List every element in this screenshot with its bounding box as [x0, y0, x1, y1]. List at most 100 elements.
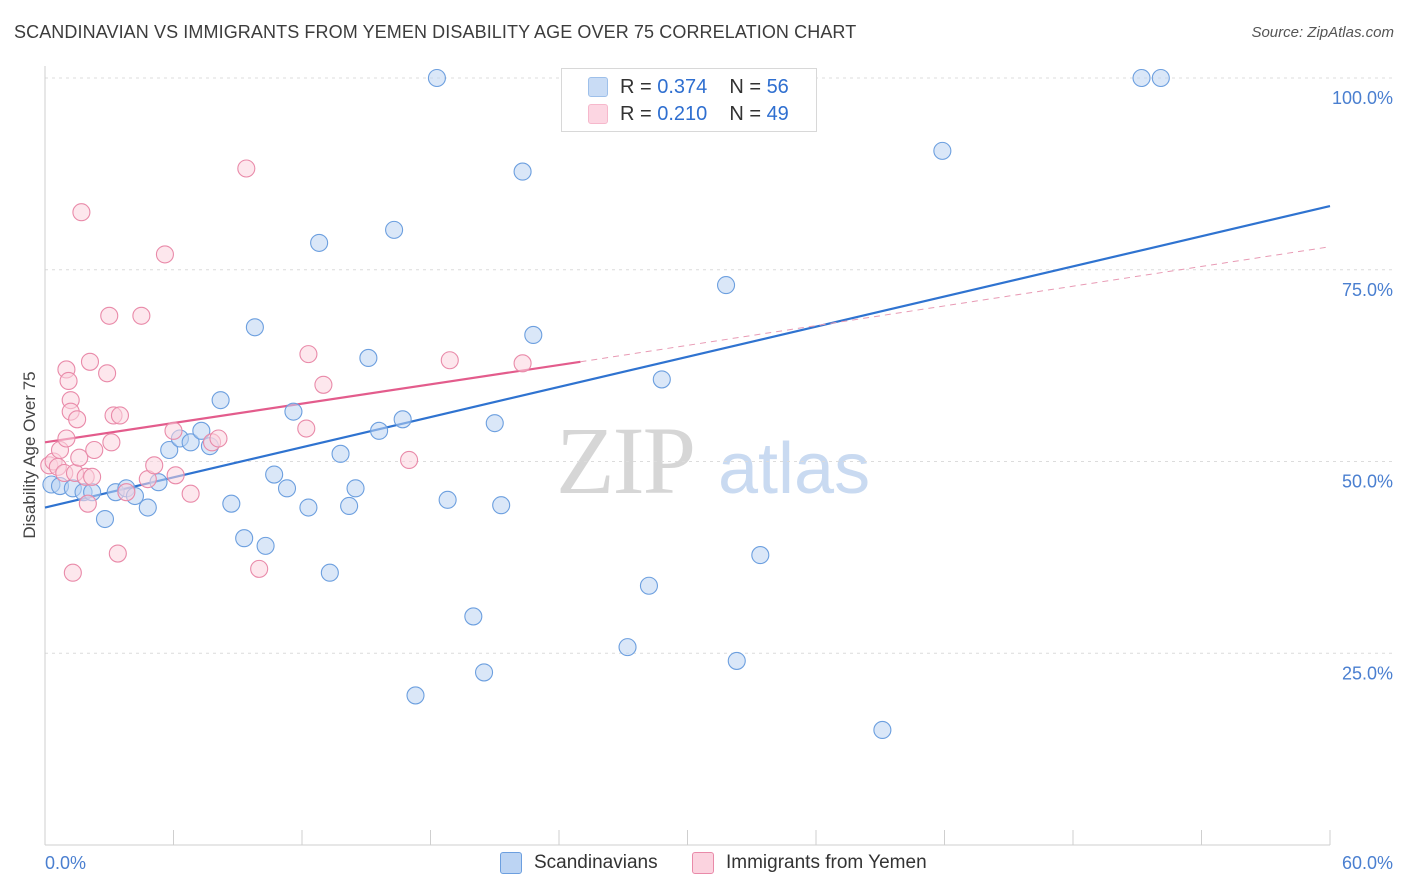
source-credit: Source: ZipAtlas.com	[1251, 24, 1394, 41]
yemen-point	[72, 203, 91, 222]
scandinavian-point	[485, 414, 504, 433]
scandinavian-point	[393, 410, 412, 429]
yemen-point	[100, 306, 119, 325]
scandinavian-point	[427, 68, 446, 88]
scandinavian-point	[727, 651, 746, 670]
scandinavian-point	[513, 162, 532, 181]
legend-swatch	[692, 852, 714, 874]
legend-item-yemen[interactable]: Immigrants from Yemen	[692, 852, 927, 874]
yemen-point	[299, 345, 318, 364]
legend-row-scandinavians: R = 0.374 N = 56	[620, 74, 789, 100]
yemen-trend-line	[44, 360, 581, 444]
scandinavian-point	[618, 638, 637, 657]
yemen-point	[117, 483, 136, 502]
yemen-point	[59, 371, 78, 391]
scandinavian-point	[235, 529, 254, 548]
data-points	[40, 68, 1170, 740]
legend-swatch-scandinavians	[588, 77, 608, 97]
r-value: 0.374	[657, 75, 708, 98]
yemen-point	[314, 375, 333, 394]
yemen-point	[145, 456, 164, 475]
yemen-point	[83, 467, 102, 486]
trend-lines	[44, 205, 1331, 509]
yemen-point	[68, 410, 87, 429]
scandinavian-point	[1132, 68, 1151, 88]
scandinavian-point	[265, 465, 284, 484]
legend-swatch	[500, 852, 522, 874]
yemen-point	[440, 351, 459, 370]
watermark-zip: ZIP	[556, 407, 696, 514]
yemen-point	[63, 563, 82, 582]
scandinavian-point	[370, 421, 389, 440]
yemen-point	[85, 440, 104, 460]
yemen-point	[132, 306, 151, 325]
scandinavian-point	[492, 496, 511, 515]
yemen-point	[164, 421, 183, 440]
yemen-point	[57, 429, 76, 448]
correlation-legend: R = 0.374 N = 56 R = 0.210 N = 49	[561, 68, 817, 132]
legend-label: Scandinavians	[534, 852, 658, 873]
yemen-point	[108, 544, 127, 563]
yemen-point	[400, 450, 419, 470]
y-axis-title: Disability Age Over 75	[20, 371, 39, 538]
scandinavian-point	[245, 318, 264, 337]
n-label: N =	[729, 75, 761, 98]
trend-line-extension	[580, 246, 1331, 363]
legend-label: Immigrants from Yemen	[726, 852, 927, 873]
x-tick-label: 0.0%	[45, 853, 86, 873]
r-label: R =	[620, 102, 652, 125]
scandinavian-point	[474, 663, 494, 682]
scandinavian-point	[652, 370, 671, 389]
series-legend: Scandinavians Immigrants from Yemen	[0, 852, 1406, 878]
yemen-point	[155, 245, 174, 264]
y-tick-label: 50.0%	[1342, 472, 1393, 492]
scandinavian-point	[138, 498, 157, 517]
scandinavian-point	[181, 433, 200, 452]
scandinavian-point	[1151, 68, 1170, 88]
n-value: 49	[766, 102, 789, 125]
scandinavian-point	[277, 479, 297, 498]
yemen-point	[78, 494, 97, 513]
scandinavian-point	[346, 479, 365, 498]
y-tick-label: 75.0%	[1342, 280, 1393, 300]
yemen-point	[297, 419, 316, 438]
scandinavian-point	[310, 233, 329, 252]
scandinavian-trend-line	[44, 205, 1331, 509]
yemen-point	[513, 354, 532, 373]
r-label: R =	[620, 75, 652, 98]
scandinavian-point	[192, 421, 211, 440]
axes	[44, 66, 1331, 846]
scandinavian-point	[464, 607, 483, 626]
scandinavian-point	[385, 220, 404, 239]
legend-item-scandinavians[interactable]: Scandinavians	[500, 852, 658, 874]
yemen-point	[209, 429, 228, 448]
yemen-point	[110, 406, 130, 425]
yemen-point	[98, 364, 117, 383]
scandinavian-point	[716, 276, 736, 295]
scandinavian-point	[751, 546, 770, 565]
n-value: 56	[766, 75, 789, 98]
yemen-point	[166, 466, 185, 485]
r-value: 0.210	[657, 102, 708, 125]
scandinavian-point	[331, 444, 350, 463]
scandinavian-point	[359, 348, 378, 368]
yemen-point	[250, 559, 269, 578]
n-label: N =	[729, 102, 761, 125]
watermark-atlas: atlas	[718, 429, 871, 509]
scandinavian-point	[524, 325, 543, 344]
chart-title: SCANDINAVIAN VS IMMIGRANTS FROM YEMEN DI…	[14, 22, 857, 42]
yemen-point	[181, 484, 200, 503]
yemen-point	[102, 433, 121, 452]
tick-labels: 25.0% 50.0% 75.0% 100.0% 0.0% 60.0%	[45, 88, 1393, 873]
x-tick-label: 60.0%	[1342, 853, 1393, 873]
yemen-point	[80, 352, 100, 371]
scandinavian-point	[160, 440, 179, 460]
yemen-point	[237, 159, 256, 178]
scandinavian-point	[340, 496, 359, 516]
scandinavian-point	[222, 494, 241, 513]
scandinavian-point	[256, 536, 275, 555]
scandinavian-point	[873, 720, 892, 740]
legend-swatch-yemen	[588, 104, 608, 124]
legend-row-yemen: R = 0.210 N = 49	[620, 101, 789, 127]
